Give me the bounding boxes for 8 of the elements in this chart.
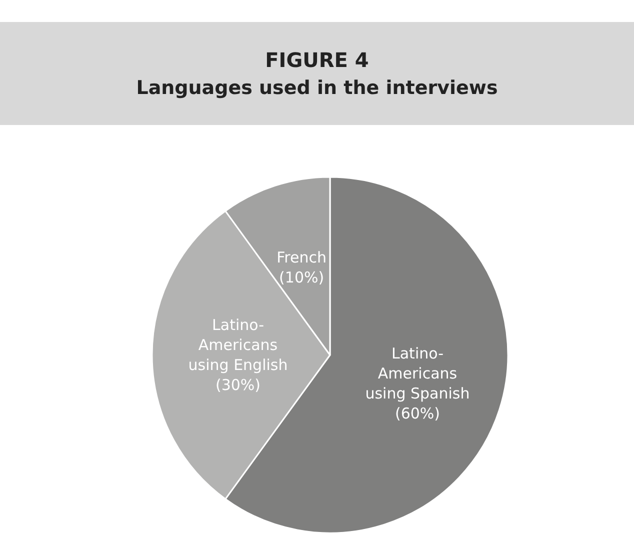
chart-subtitle: Languages used in the interviews <box>136 76 498 100</box>
data-label: (10%) <box>279 268 324 287</box>
chart-title: FIGURE 4 <box>265 46 369 74</box>
slice-label: French <box>276 248 327 267</box>
data-label: (30%) <box>215 376 261 394</box>
slice-label: Latino-Americans using English <box>188 316 288 374</box>
slice-label: Latino-Americans using Spanish <box>365 344 470 402</box>
data-label: (60%) <box>394 404 440 422</box>
